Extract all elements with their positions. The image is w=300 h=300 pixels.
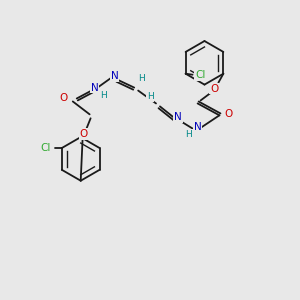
Text: Cl: Cl [195, 70, 206, 80]
Text: O: O [60, 94, 68, 103]
Text: N: N [91, 82, 98, 93]
Text: Cl: Cl [41, 143, 51, 153]
Text: O: O [210, 84, 219, 94]
Text: H: H [185, 130, 192, 139]
Text: N: N [110, 71, 118, 81]
Text: O: O [80, 129, 88, 139]
Text: H: H [147, 92, 153, 101]
Text: O: O [224, 109, 232, 119]
Text: N: N [194, 122, 202, 132]
Text: N: N [174, 112, 182, 122]
Text: H: H [100, 91, 107, 100]
Text: H: H [138, 74, 145, 83]
